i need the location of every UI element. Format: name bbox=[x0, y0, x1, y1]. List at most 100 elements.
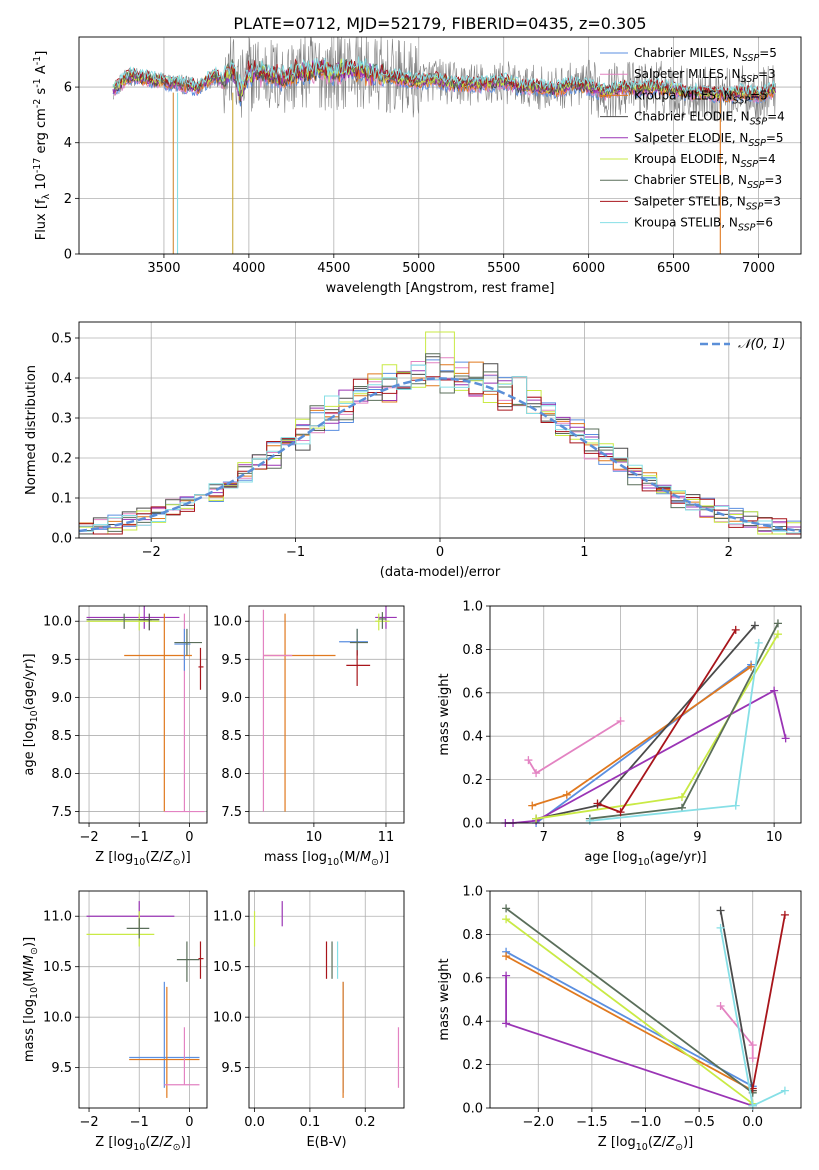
label-fragment: (Z/ bbox=[648, 1135, 667, 1150]
y-tick-label: 0.6 bbox=[462, 971, 483, 986]
label-fragment: Z [ bbox=[95, 1135, 113, 1150]
y-tick-label: 0.2 bbox=[51, 452, 72, 467]
label-fragment: Normed distribution bbox=[24, 365, 39, 495]
legend-entry: 𝒩(0, 1) bbox=[738, 337, 785, 352]
label-fragment: λ bbox=[41, 193, 52, 199]
y-tick-label: 0.4 bbox=[462, 1015, 483, 1030]
x-tick-label: −2.0 bbox=[522, 1115, 554, 1130]
axes-frame bbox=[78, 321, 802, 539]
x-tick-label: 10 bbox=[306, 830, 323, 845]
label-fragment: 10 bbox=[29, 987, 40, 999]
axes-frame bbox=[248, 890, 405, 1109]
y-tick-label: 8.0 bbox=[51, 767, 72, 782]
x-axis-label: E(B-V) bbox=[306, 1135, 346, 1150]
series-line-salpeter-elodie bbox=[505, 975, 753, 1107]
label-fragment: Chabrier MILES, N bbox=[634, 46, 742, 60]
label-fragment: SSP bbox=[750, 117, 768, 128]
x-tick-label: −1 bbox=[286, 545, 305, 560]
y-tick-label: 10.0 bbox=[213, 615, 242, 630]
label-fragment: log bbox=[113, 1135, 133, 1150]
x-axis-label: mass [log10(M/M⊙)] bbox=[264, 850, 389, 868]
label-fragment: 10 bbox=[327, 857, 339, 868]
y-tick-label: 0.6 bbox=[462, 686, 483, 701]
y-tick-label: 0.8 bbox=[462, 928, 483, 943]
label-fragment: =4 bbox=[767, 110, 785, 124]
label-fragment: ] bbox=[34, 51, 49, 56]
label-fragment: M bbox=[22, 955, 37, 966]
y-tick-label: 9.5 bbox=[51, 1061, 72, 1076]
label-fragment: -1 bbox=[32, 56, 43, 65]
x-tick-label: −2 bbox=[79, 1115, 98, 1130]
y-tick-label: 4 bbox=[64, 136, 72, 151]
x-tick-label: −1 bbox=[130, 830, 149, 845]
label-fragment: 10 bbox=[34, 173, 49, 194]
label-fragment: s bbox=[34, 88, 49, 99]
y-tick-label: 0.4 bbox=[51, 372, 72, 387]
spectrum-data-line bbox=[112, 37, 776, 122]
x-tick-label: 6000 bbox=[572, 261, 605, 276]
data-point-marker bbox=[773, 619, 782, 628]
label-fragment: Chabrier STELIB, N bbox=[634, 173, 747, 187]
label-fragment: A bbox=[34, 65, 49, 78]
data-point-marker bbox=[616, 808, 625, 817]
data-point-marker bbox=[502, 971, 511, 980]
x-tick-label: 0.0 bbox=[244, 1115, 265, 1130]
data-point-marker bbox=[524, 756, 533, 765]
x-tick-label: 5000 bbox=[402, 261, 435, 276]
label-fragment: (Z/ bbox=[145, 850, 164, 865]
axes-frame bbox=[248, 605, 405, 824]
label-fragment: Chabrier ELODIE, N bbox=[634, 110, 750, 124]
data-point-marker bbox=[502, 915, 511, 924]
label-fragment: )] bbox=[379, 850, 389, 865]
label-fragment: 10 bbox=[133, 1142, 145, 1153]
label-fragment: wavelength [Angstrom, rest frame] bbox=[326, 281, 555, 296]
histogram-lines bbox=[79, 331, 801, 535]
x-tick-label: 0 bbox=[185, 1115, 193, 1130]
y-tick-label: 0 bbox=[64, 248, 72, 263]
data-point-marker bbox=[748, 1101, 757, 1110]
label-fragment: 10 bbox=[636, 1142, 648, 1153]
y-tick-label: 9.0 bbox=[221, 691, 242, 706]
x-tick-label: 0.0 bbox=[742, 1115, 763, 1130]
y-tick-label: 10.0 bbox=[43, 1011, 72, 1026]
label-fragment: Z bbox=[163, 850, 174, 865]
label-fragment: log bbox=[113, 850, 133, 865]
label-fragment: 10 bbox=[133, 857, 145, 868]
data-point-marker bbox=[747, 662, 756, 671]
y-axis-label: Normed distribution bbox=[24, 365, 39, 495]
data-point-marker bbox=[750, 621, 759, 630]
y-tick-label: 10.5 bbox=[43, 960, 72, 975]
x-tick-label: −1.0 bbox=[630, 1115, 662, 1130]
y-tick-label: 8.0 bbox=[221, 767, 242, 782]
label-fragment: log bbox=[616, 1135, 636, 1150]
x-axis-label: Z [log10(Z/Z⊙)] bbox=[95, 1135, 190, 1153]
label-fragment: (M/ bbox=[22, 966, 37, 987]
axes-frame bbox=[78, 890, 208, 1109]
x-tick-label: −0.5 bbox=[683, 1115, 715, 1130]
y-tick-label: 9.5 bbox=[221, 653, 242, 668]
x-tick-label: 0.2 bbox=[355, 1115, 376, 1130]
legend-entry: Chabrier STELIB, NSSP=3 bbox=[634, 173, 782, 191]
label-fragment: SSP bbox=[746, 201, 764, 212]
data-point-marker bbox=[781, 734, 790, 743]
y-tick-label: 0.1 bbox=[51, 492, 72, 507]
y-tick-label: 0.2 bbox=[462, 773, 483, 788]
label-fragment: )] bbox=[683, 1135, 693, 1150]
x-tick-label: −2 bbox=[79, 830, 98, 845]
y-tick-label: 9.5 bbox=[51, 653, 72, 668]
label-fragment: (age/yr)] bbox=[22, 653, 37, 710]
label-fragment: age [ bbox=[22, 742, 37, 775]
label-fragment: ⊙ bbox=[371, 857, 379, 868]
legend-entry: Kroupa ELODIE, NSSP=4 bbox=[634, 152, 776, 170]
y-axis-label: mass [log10(M/M⊙)] bbox=[22, 937, 40, 1062]
label-fragment: =5 bbox=[750, 88, 768, 102]
label-fragment: Kroupa MILES, N bbox=[634, 88, 733, 102]
data-point-marker bbox=[770, 686, 779, 695]
label-fragment: SSP bbox=[742, 53, 760, 64]
data-point-marker bbox=[780, 1086, 789, 1095]
label-fragment: 10 bbox=[638, 857, 650, 868]
label-fragment: log bbox=[307, 850, 327, 865]
label-fragment: mass [ bbox=[22, 1019, 37, 1062]
axes-frame bbox=[489, 890, 802, 1109]
data-point-marker bbox=[502, 1019, 511, 1028]
